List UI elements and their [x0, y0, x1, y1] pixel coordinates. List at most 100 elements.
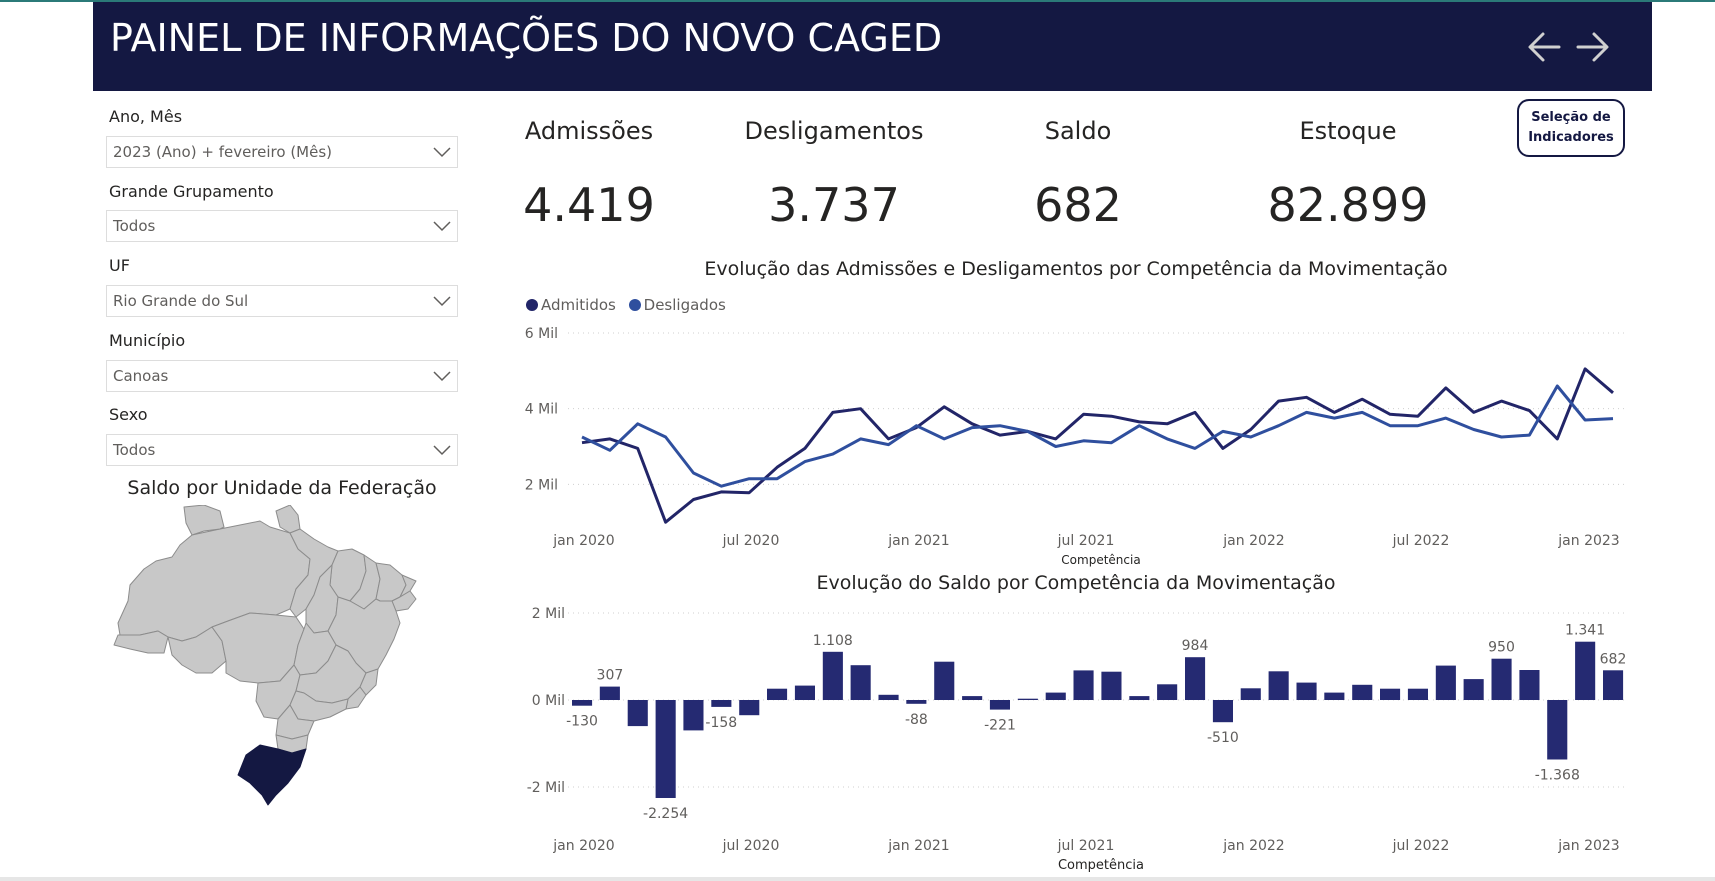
- page-title: PAINEL DE INFORMAÇÕES DO NOVO CAGED: [110, 16, 943, 60]
- bar-data-label: 682: [1600, 651, 1627, 667]
- bar: [1045, 692, 1066, 700]
- series-line-admitidos: [581, 367, 1614, 524]
- bar-data-label: -158: [705, 715, 737, 731]
- map-state: [359, 668, 379, 696]
- indicator-selection-button[interactable]: Seleção de Indicadores: [1517, 99, 1625, 157]
- bar: [794, 685, 815, 700]
- bar-data-label: 1.108: [813, 633, 853, 649]
- filter-value: 2023 (Ano) + fevereiro (Mês): [113, 143, 333, 161]
- y-tick-label: 6 Mil: [525, 326, 558, 342]
- bar: [572, 700, 593, 706]
- bar: [1519, 670, 1540, 700]
- bar: [1463, 679, 1484, 700]
- bar: [1575, 641, 1596, 700]
- bar: [1435, 665, 1456, 700]
- bar: [1407, 688, 1428, 700]
- chevron-down-icon: [433, 445, 451, 456]
- x-tick-label: jul 2021: [1057, 533, 1115, 549]
- bar: [822, 651, 843, 700]
- filter-label-grande-grupamento: Grande Grupamento: [109, 182, 274, 201]
- filter-label-municipio: Município: [109, 331, 186, 350]
- bar: [1352, 684, 1373, 700]
- y-tick-label: 2 Mil: [532, 606, 565, 622]
- map-state-highlighted: [237, 744, 307, 806]
- bar: [1296, 682, 1317, 700]
- selector-label-line1: Seleção de: [1531, 110, 1611, 125]
- y-tick-label: 0 Mil: [532, 693, 565, 709]
- bar-data-label: -510: [1207, 730, 1239, 746]
- arrow-right-icon[interactable]: [1574, 28, 1612, 66]
- bar: [850, 665, 871, 700]
- series-line-desligados: [581, 384, 1614, 488]
- x-tick-label: jan 2022: [1222, 838, 1284, 854]
- bar: [1268, 671, 1289, 700]
- x-tick-label: jan 2021: [887, 838, 949, 854]
- arrow-left-icon[interactable]: [1525, 28, 1563, 66]
- header-bar: PAINEL DE INFORMAÇÕES DO NOVO CAGED: [93, 2, 1652, 91]
- filter-dropdown-uf[interactable]: Rio Grande do Sul: [106, 285, 458, 317]
- chevron-down-icon: [433, 147, 451, 158]
- kpi-label-estoque: Estoque: [1299, 117, 1397, 145]
- bar: [1129, 696, 1150, 700]
- bar: [1324, 692, 1345, 700]
- bar: [711, 700, 732, 707]
- legend-label: Admitidos: [541, 296, 616, 314]
- kpi-value-desligamentos: 3.737: [768, 178, 900, 232]
- bar: [989, 700, 1010, 710]
- x-tick-label: jan 2023: [1557, 533, 1619, 549]
- kpi-label-saldo: Saldo: [1044, 117, 1112, 145]
- bar: [1073, 670, 1094, 700]
- bar: [1101, 671, 1122, 700]
- map-state: [183, 505, 225, 536]
- x-tick-label: jan 2020: [552, 838, 614, 854]
- bar: [1185, 657, 1206, 700]
- legend-item-desligados[interactable]: Desligados: [628, 296, 726, 314]
- bar: [1212, 700, 1233, 723]
- kpi-label-admissoes: Admissões: [524, 117, 654, 145]
- bar-data-label: -221: [984, 718, 1016, 734]
- legend-marker: [628, 299, 641, 311]
- bar: [599, 686, 620, 700]
- filter-value: Todos: [113, 217, 156, 235]
- x-tick-label: jul 2021: [1057, 838, 1115, 854]
- bar: [1547, 700, 1568, 760]
- map-state: [113, 630, 169, 654]
- chevron-down-icon: [433, 221, 451, 232]
- bar: [655, 700, 676, 798]
- filter-dropdown-sexo[interactable]: Todos: [106, 434, 458, 466]
- filter-label-sexo: Sexo: [109, 405, 148, 424]
- bar-chart-title: Evolução do Saldo por Competência da Mov…: [816, 572, 1336, 594]
- legend-item-admitidos[interactable]: Admitidos: [526, 296, 616, 314]
- bar: [1603, 670, 1624, 700]
- bar: [1240, 688, 1261, 700]
- x-tick-label: jan 2020: [552, 533, 614, 549]
- x-tick-label: jan 2021: [887, 533, 949, 549]
- y-tick-label: -2 Mil: [527, 780, 565, 796]
- x-tick-label: jul 2020: [722, 533, 780, 549]
- filter-dropdown-municipio[interactable]: Canoas: [106, 360, 458, 392]
- filter-value: Rio Grande do Sul: [113, 292, 249, 310]
- filter-label-uf: UF: [109, 256, 130, 275]
- y-tick-label: 4 Mil: [525, 402, 558, 418]
- bar-data-label: 307: [597, 668, 624, 684]
- bar: [1017, 698, 1038, 700]
- filter-label-ano-mes: Ano, Mês: [109, 107, 183, 126]
- brazil-map[interactable]: [100, 505, 470, 875]
- filter-dropdown-grande-grupamento[interactable]: Todos: [106, 210, 458, 242]
- filter-dropdown-ano-mes[interactable]: 2023 (Ano) + fevereiro (Mês): [106, 136, 458, 168]
- bar: [934, 661, 955, 700]
- bar: [1491, 658, 1512, 700]
- bar-data-label: -2.254: [643, 806, 688, 822]
- x-tick-label: jul 2020: [722, 838, 780, 854]
- bar-data-label: -1.368: [1535, 768, 1580, 784]
- bar: [1157, 684, 1178, 700]
- line-chart-legend: Admitidos Desligados: [526, 296, 734, 315]
- filter-value: Todos: [113, 441, 156, 459]
- y-tick-label: 2 Mil: [525, 477, 558, 493]
- line-chart-title: Evolução das Admissões e Desligamentos p…: [704, 258, 1448, 280]
- map-title: Saldo por Unidade da Federação: [127, 477, 437, 499]
- kpi-label-desligamentos: Desligamentos: [744, 117, 924, 145]
- bottom-scrollbar-track[interactable]: [0, 877, 1715, 881]
- x-tick-label: jul 2022: [1392, 838, 1450, 854]
